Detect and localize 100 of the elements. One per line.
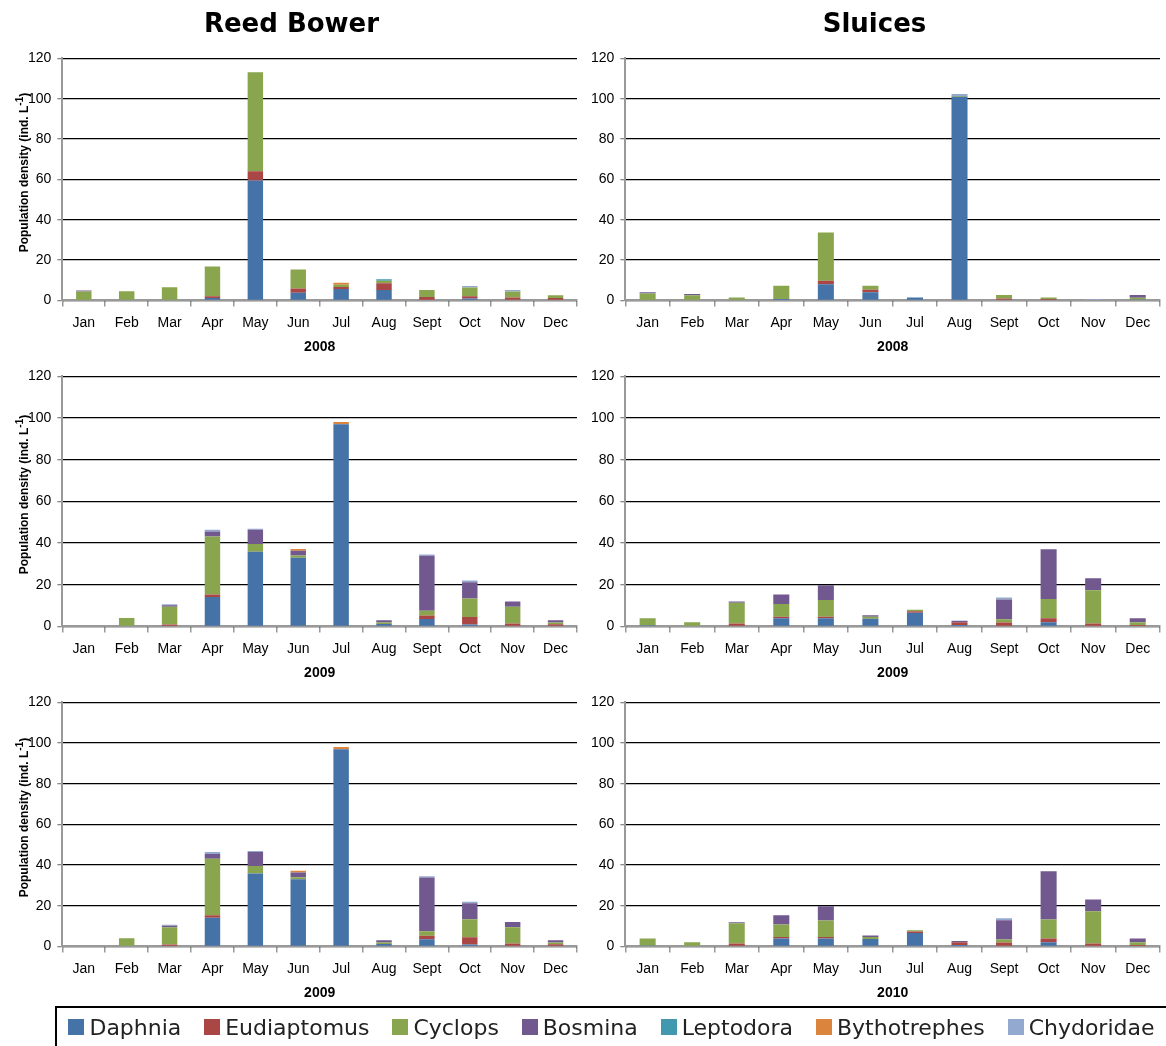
x-tick-label: Feb: [680, 639, 705, 656]
x-tick-label: Apr: [770, 639, 793, 656]
x-tick-label: May: [242, 639, 269, 656]
x-tick-label: Dec: [1125, 639, 1151, 656]
x-tick-label: Aug: [947, 313, 972, 330]
x-tick-label: May: [812, 639, 840, 656]
x-tick-label: Sept: [412, 959, 442, 976]
x-tick-label: Mar: [157, 959, 182, 976]
x-tick-label: Feb: [680, 959, 705, 976]
x-tick-label: Aug: [947, 639, 972, 656]
x-tick-label: Apr: [201, 959, 224, 976]
x-tick-label: Oct: [1037, 959, 1060, 976]
x-axis-title: 2008: [304, 338, 336, 355]
x-tick-label: Nov: [500, 639, 526, 656]
x-tick-label: Jul: [332, 313, 351, 330]
x-tick-label: May: [242, 959, 269, 976]
x-axis-title: 2009: [304, 664, 336, 681]
legend-label: Chydoridae: [1028, 1014, 1155, 1040]
y-tick-label: 0: [606, 617, 615, 634]
x-tick-label: Dec: [1125, 959, 1151, 976]
x-tick-label: Aug: [371, 959, 397, 976]
y-tick-label: 0: [606, 937, 615, 954]
x-axis-title: 2009: [877, 664, 909, 681]
x-tick-label: Jul: [332, 639, 351, 656]
legend-label: Cyclops: [413, 1014, 499, 1040]
chart-title: Sluices: [821, 7, 928, 40]
y-tick-label: 120: [28, 49, 52, 66]
y-tick-label: 60: [598, 170, 615, 187]
y-tick-label: 20: [598, 250, 615, 267]
y-tick-label: 40: [598, 210, 615, 227]
y-tick-label: 40: [598, 533, 615, 550]
x-tick-label: May: [812, 959, 840, 976]
x-axis-title: 2008: [877, 338, 909, 355]
x-tick-label: Aug: [947, 959, 972, 976]
y-tick-label: 120: [591, 367, 615, 384]
x-tick-label: Mar: [724, 959, 750, 976]
legend-label: Daphnia: [89, 1014, 182, 1040]
y-tick-label: 80: [598, 774, 615, 791]
x-tick-label: Mar: [157, 639, 182, 656]
x-tick-label: Aug: [371, 313, 397, 330]
x-tick-label: Dec: [1125, 313, 1151, 330]
x-tick-label: Sept: [989, 959, 1019, 976]
y-tick-label: 60: [598, 815, 615, 832]
y-tick-label: 0: [43, 617, 52, 634]
x-tick-label: Sept: [989, 313, 1019, 330]
x-tick-label: Jul: [906, 639, 924, 656]
x-tick-label: Jun: [286, 639, 310, 656]
y-tick-label: 0: [43, 291, 52, 308]
y-tick-label: 0: [43, 937, 52, 954]
x-tick-label: Jun: [286, 959, 310, 976]
x-tick-label: Nov: [500, 313, 526, 330]
y-tick-label: 120: [591, 49, 615, 66]
x-tick-label: Sept: [412, 639, 442, 656]
y-tick-label: 80: [35, 774, 52, 791]
y-tick-label: 20: [35, 896, 52, 913]
y-tick-label: 80: [35, 129, 52, 146]
legend-label: Bythotrephes: [836, 1014, 985, 1040]
x-tick-label: Apr: [770, 313, 793, 330]
x-tick-label: Oct: [458, 639, 481, 656]
x-tick-label: Sept: [412, 313, 442, 330]
y-tick-label: 40: [35, 533, 52, 550]
x-tick-label: Dec: [543, 639, 569, 656]
x-axis-title: 2009: [304, 984, 336, 1001]
legend-label: Eudiaptomus: [225, 1014, 370, 1040]
chart-title: Reed Bower: [202, 7, 381, 40]
legend-label: Leptodora: [681, 1014, 794, 1040]
x-tick-label: Apr: [201, 313, 224, 330]
y-tick-label: 20: [598, 896, 615, 913]
y-tick-label: 100: [28, 733, 52, 750]
y-tick-label: 60: [35, 492, 52, 509]
y-tick-label: 20: [35, 250, 52, 267]
y-tick-label: 100: [28, 408, 52, 425]
x-tick-label: May: [242, 313, 269, 330]
y-tick-label: 20: [598, 575, 615, 592]
y-tick-label: 100: [591, 408, 615, 425]
y-tick-label: 80: [598, 129, 615, 146]
x-tick-label: Feb: [114, 639, 139, 656]
x-tick-label: Oct: [458, 959, 481, 976]
x-tick-label: Mar: [157, 313, 182, 330]
x-tick-label: Apr: [770, 959, 793, 976]
legend-label: Bosmina: [542, 1014, 638, 1040]
x-tick-label: Jul: [906, 959, 924, 976]
x-tick-label: Aug: [371, 639, 397, 656]
y-tick-label: 80: [35, 450, 52, 467]
y-tick-label: 60: [598, 492, 615, 509]
x-tick-label: Jan: [72, 639, 96, 656]
y-tick-label: 60: [35, 815, 52, 832]
y-tick-label: 0: [606, 291, 615, 308]
y-tick-label: 40: [35, 855, 52, 872]
x-tick-label: Jan: [636, 313, 659, 330]
x-tick-label: Jun: [859, 313, 882, 330]
y-tick-label: 100: [28, 89, 52, 106]
x-tick-label: Oct: [458, 313, 481, 330]
x-tick-label: Dec: [543, 959, 569, 976]
y-tick-label: 100: [591, 89, 615, 106]
y-tick-label: 120: [591, 693, 615, 710]
y-tick-label: 80: [598, 450, 615, 467]
x-tick-label: Feb: [680, 313, 705, 330]
y-tick-label: 40: [35, 210, 52, 227]
x-tick-label: Oct: [1037, 639, 1060, 656]
